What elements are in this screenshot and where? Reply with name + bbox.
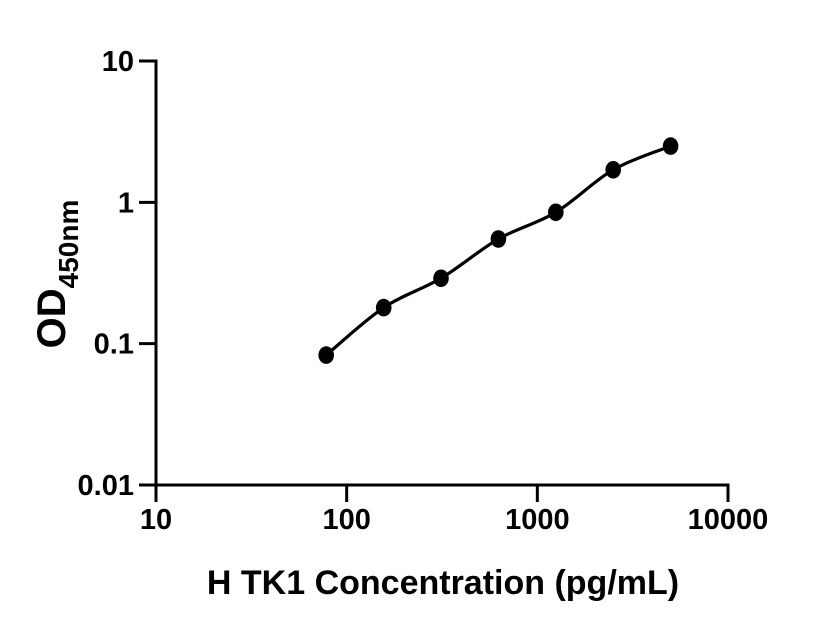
data-point (490, 230, 507, 248)
data-point (375, 298, 392, 317)
axes (154, 59, 730, 487)
data-point (662, 137, 679, 155)
x-tick-label: 1000 (505, 504, 570, 536)
data-point (433, 269, 449, 288)
y-axis-title: OD450nm (30, 200, 84, 349)
y-axis-title-sub: 450nm (53, 200, 84, 289)
y-tick-label: 1 (118, 187, 134, 219)
x-tick-label: 100 (322, 504, 370, 536)
x-tick-label: 10 (140, 504, 172, 536)
y-tick-label: 0.1 (94, 329, 134, 361)
tick-marks (139, 59, 730, 502)
curve-path (324, 144, 673, 357)
data-point (548, 203, 564, 222)
data-point (605, 161, 621, 179)
fit-curve (324, 144, 673, 357)
data-points (318, 137, 679, 364)
y-tick-label: 10 (102, 46, 134, 78)
y-tick-label: 0.01 (78, 470, 134, 502)
y-axis-title-main: OD (30, 288, 74, 348)
x-tick-label: 10000 (688, 504, 769, 536)
data-point (318, 346, 335, 364)
x-axis-title: H TK1 Concentration (pg/mL) (207, 564, 679, 602)
